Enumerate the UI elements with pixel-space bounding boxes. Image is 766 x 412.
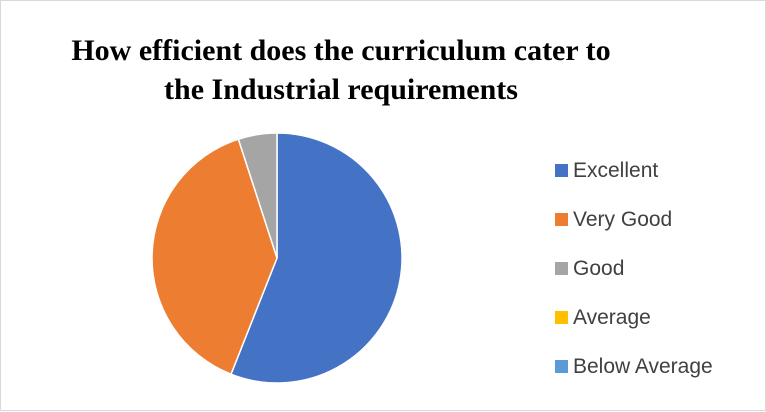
legend-label-average: Average — [573, 305, 651, 329]
legend-label-excellent: Excellent — [573, 158, 659, 182]
chart-title-line-2: the Industrial requirements — [164, 73, 518, 106]
legend-label-good: Good — [573, 256, 625, 280]
legend: Excellent Very Good Good Average Below A… — [555, 146, 713, 391]
chart-title-line-1: How efficient does the curriculum cater … — [71, 34, 611, 67]
legend-item-below-average: Below Average — [555, 342, 713, 391]
legend-item-good: Good — [555, 244, 713, 293]
pie-slice-very-good — [151, 138, 278, 376]
legend-label-very-good: Very Good — [573, 207, 673, 231]
legend-swatch-good — [555, 262, 568, 275]
chart-title: How efficient does the curriculum cater … — [41, 31, 641, 109]
legend-item-excellent: Excellent — [555, 146, 713, 195]
pie-slice-good — [237, 132, 278, 259]
pie-slice-excellent — [230, 132, 403, 384]
legend-label-below-average: Below Average — [573, 354, 713, 378]
legend-swatch-excellent — [555, 164, 568, 177]
legend-swatch-below-average — [555, 360, 568, 373]
legend-swatch-average — [555, 311, 568, 324]
legend-swatch-very-good — [555, 213, 568, 226]
legend-item-average: Average — [555, 293, 713, 342]
legend-item-very-good: Very Good — [555, 195, 713, 244]
